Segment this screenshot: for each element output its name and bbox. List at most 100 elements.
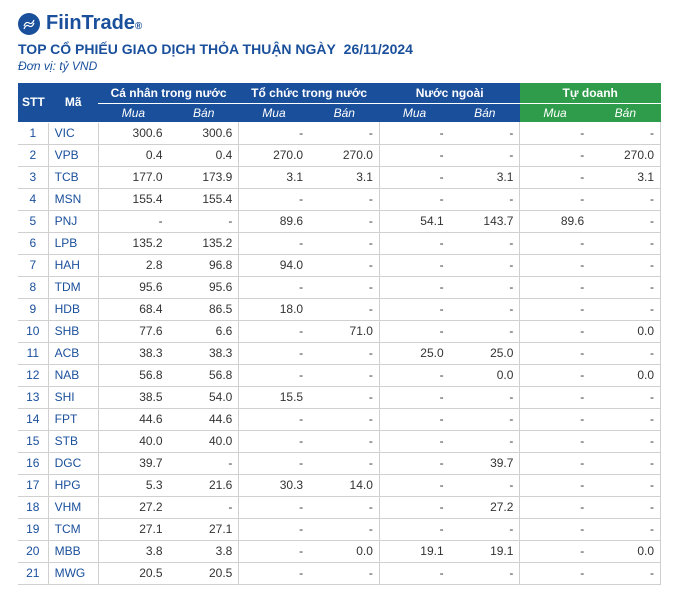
cell-value: - [309, 496, 379, 518]
title-prefix: TOP CỔ PHIẾU GIAO DỊCH THỎA THUẬN NGÀY [18, 41, 336, 57]
cell-value: 0.4 [169, 144, 239, 166]
cell-value: 135.2 [169, 232, 239, 254]
cell-value: 40.0 [169, 430, 239, 452]
cell-value: 155.4 [169, 188, 239, 210]
cell-value: - [379, 386, 449, 408]
cell-code: VPB [48, 144, 98, 166]
cell-value: - [169, 496, 239, 518]
cell-value: 173.9 [169, 166, 239, 188]
table-row: 19TCM27.127.1------ [18, 518, 661, 540]
cell-value: - [450, 298, 520, 320]
cell-stt: 6 [18, 232, 48, 254]
table-row: 3TCB177.0173.93.13.1-3.1-3.1 [18, 166, 661, 188]
cell-code: FPT [48, 408, 98, 430]
cell-value: 20.5 [98, 562, 168, 584]
cell-value: 25.0 [450, 342, 520, 364]
cell-value: - [379, 276, 449, 298]
title-date: 26/11/2024 [344, 41, 413, 57]
cell-code: PNJ [48, 210, 98, 232]
cell-value: - [520, 166, 590, 188]
cell-code: MBB [48, 540, 98, 562]
table-row: 6LPB135.2135.2------ [18, 232, 661, 254]
cell-stt: 18 [18, 496, 48, 518]
cell-value: - [590, 430, 660, 452]
cell-value: 300.6 [98, 122, 168, 144]
col-stt: STT [18, 83, 48, 122]
cell-value: 68.4 [98, 298, 168, 320]
cell-value: - [379, 144, 449, 166]
cell-value: 0.0 [450, 364, 520, 386]
cell-stt: 9 [18, 298, 48, 320]
cell-value: - [520, 298, 590, 320]
cell-value: 0.0 [590, 364, 660, 386]
cell-value: - [169, 452, 239, 474]
cell-value: 19.1 [379, 540, 449, 562]
cell-value: 300.6 [169, 122, 239, 144]
sub-sell: Bán [309, 104, 379, 123]
cell-value: 95.6 [169, 276, 239, 298]
cell-value: - [450, 276, 520, 298]
cell-value: 3.1 [309, 166, 379, 188]
cell-stt: 21 [18, 562, 48, 584]
cell-value: - [309, 430, 379, 452]
cell-stt: 14 [18, 408, 48, 430]
cell-code: TDM [48, 276, 98, 298]
cell-value: - [309, 276, 379, 298]
cell-value: - [379, 320, 449, 342]
page-title: TOP CỔ PHIẾU GIAO DỊCH THỎA THUẬN NGÀY 2… [18, 41, 661, 57]
col-group-institution: Tổ chức trong nước [239, 83, 380, 104]
cell-value: - [379, 188, 449, 210]
cell-value: 3.1 [450, 166, 520, 188]
cell-value: 6.6 [169, 320, 239, 342]
cell-value: - [450, 188, 520, 210]
cell-value: - [590, 276, 660, 298]
cell-value: - [590, 408, 660, 430]
cell-value: - [379, 430, 449, 452]
cell-code: ACB [48, 342, 98, 364]
table-row: 13SHI38.554.015.5----- [18, 386, 661, 408]
cell-value: 25.0 [379, 342, 449, 364]
cell-value: 21.6 [169, 474, 239, 496]
cell-value: 0.0 [590, 320, 660, 342]
cell-value: - [450, 122, 520, 144]
cell-code: HAH [48, 254, 98, 276]
cell-stt: 12 [18, 364, 48, 386]
cell-value: - [379, 254, 449, 276]
cell-value: 39.7 [450, 452, 520, 474]
cell-value: 143.7 [450, 210, 520, 232]
col-group-individual: Cá nhân trong nước [98, 83, 239, 104]
cell-value: - [590, 518, 660, 540]
cell-value: - [309, 188, 379, 210]
cell-value: - [450, 254, 520, 276]
cell-value: - [239, 320, 309, 342]
cell-value: - [309, 342, 379, 364]
cell-value: - [379, 364, 449, 386]
cell-stt: 20 [18, 540, 48, 562]
cell-value: 155.4 [98, 188, 168, 210]
cell-value: - [379, 518, 449, 540]
cell-value: - [239, 496, 309, 518]
cell-value: - [590, 298, 660, 320]
table-row: 9HDB68.486.518.0----- [18, 298, 661, 320]
cell-value: 177.0 [98, 166, 168, 188]
cell-value: - [520, 518, 590, 540]
brand-name: FiinTrade® [46, 12, 142, 35]
cell-value: 20.5 [169, 562, 239, 584]
cell-value: 27.1 [169, 518, 239, 540]
brand-name-text: FiinTrade [46, 12, 135, 35]
table-row: 5PNJ--89.6-54.1143.789.6- [18, 210, 661, 232]
cell-value: - [239, 562, 309, 584]
cell-code: NAB [48, 364, 98, 386]
cell-value: - [239, 540, 309, 562]
table-row: 4MSN155.4155.4------ [18, 188, 661, 210]
sub-sell: Bán [450, 104, 520, 123]
cell-value: - [379, 452, 449, 474]
cell-value: - [590, 452, 660, 474]
cell-code: SHI [48, 386, 98, 408]
sub-buy: Mua [98, 104, 168, 123]
cell-value: 270.0 [590, 144, 660, 166]
cell-value: 38.3 [169, 342, 239, 364]
cell-code: MSN [48, 188, 98, 210]
cell-value: - [520, 232, 590, 254]
cell-value: 5.3 [98, 474, 168, 496]
